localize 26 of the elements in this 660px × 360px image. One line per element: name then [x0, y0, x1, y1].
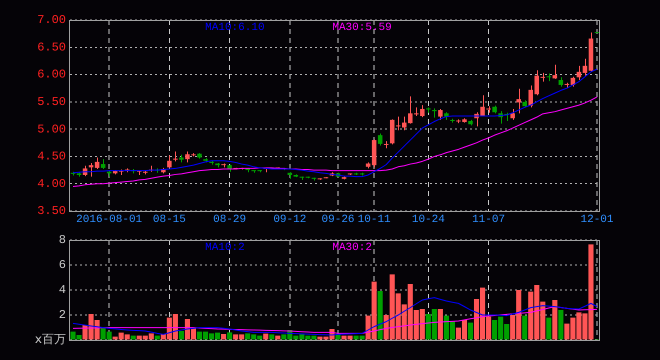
x-tick-label: 11-07 — [472, 214, 506, 226]
y-tick-label: 6.50 — [37, 40, 66, 54]
text: MA10:6.10 — [205, 22, 265, 34]
x-tick-label: 09-26 — [322, 214, 355, 226]
x-tick-label: 12-01 — [580, 214, 614, 226]
x-tick-label: 2016-08-01 — [76, 214, 143, 226]
x-tick-label: 10-11 — [358, 214, 392, 226]
text: MA10:2 — [205, 242, 245, 254]
y-tick-label: 4.50 — [37, 150, 66, 164]
y-tick-label: 5.50 — [37, 95, 66, 110]
text: MA30:2 — [332, 242, 372, 254]
y-tick-label: 6 — [58, 258, 66, 272]
y-tick-label: 7.00 — [37, 13, 66, 28]
y-tick-label: 4 — [58, 283, 66, 298]
x-tick-label: 08-29 — [213, 214, 246, 226]
y-tick-label: 8 — [58, 233, 66, 248]
y-tick-label: 5.00 — [37, 122, 66, 136]
y-tick-label: x百万 — [34, 332, 66, 346]
x-tick-label: 09-12 — [273, 214, 306, 226]
x-tick-label: 08-15 — [152, 214, 186, 226]
y-tick-label: 2 — [58, 308, 66, 322]
y-tick-label: 4.00 — [37, 176, 66, 191]
y-tick-label: 6.00 — [37, 68, 66, 82]
y-tick-label: 3.50 — [37, 204, 66, 218]
text: MA30:5.59 — [332, 22, 392, 34]
x-tick-label: 10-24 — [412, 214, 446, 226]
